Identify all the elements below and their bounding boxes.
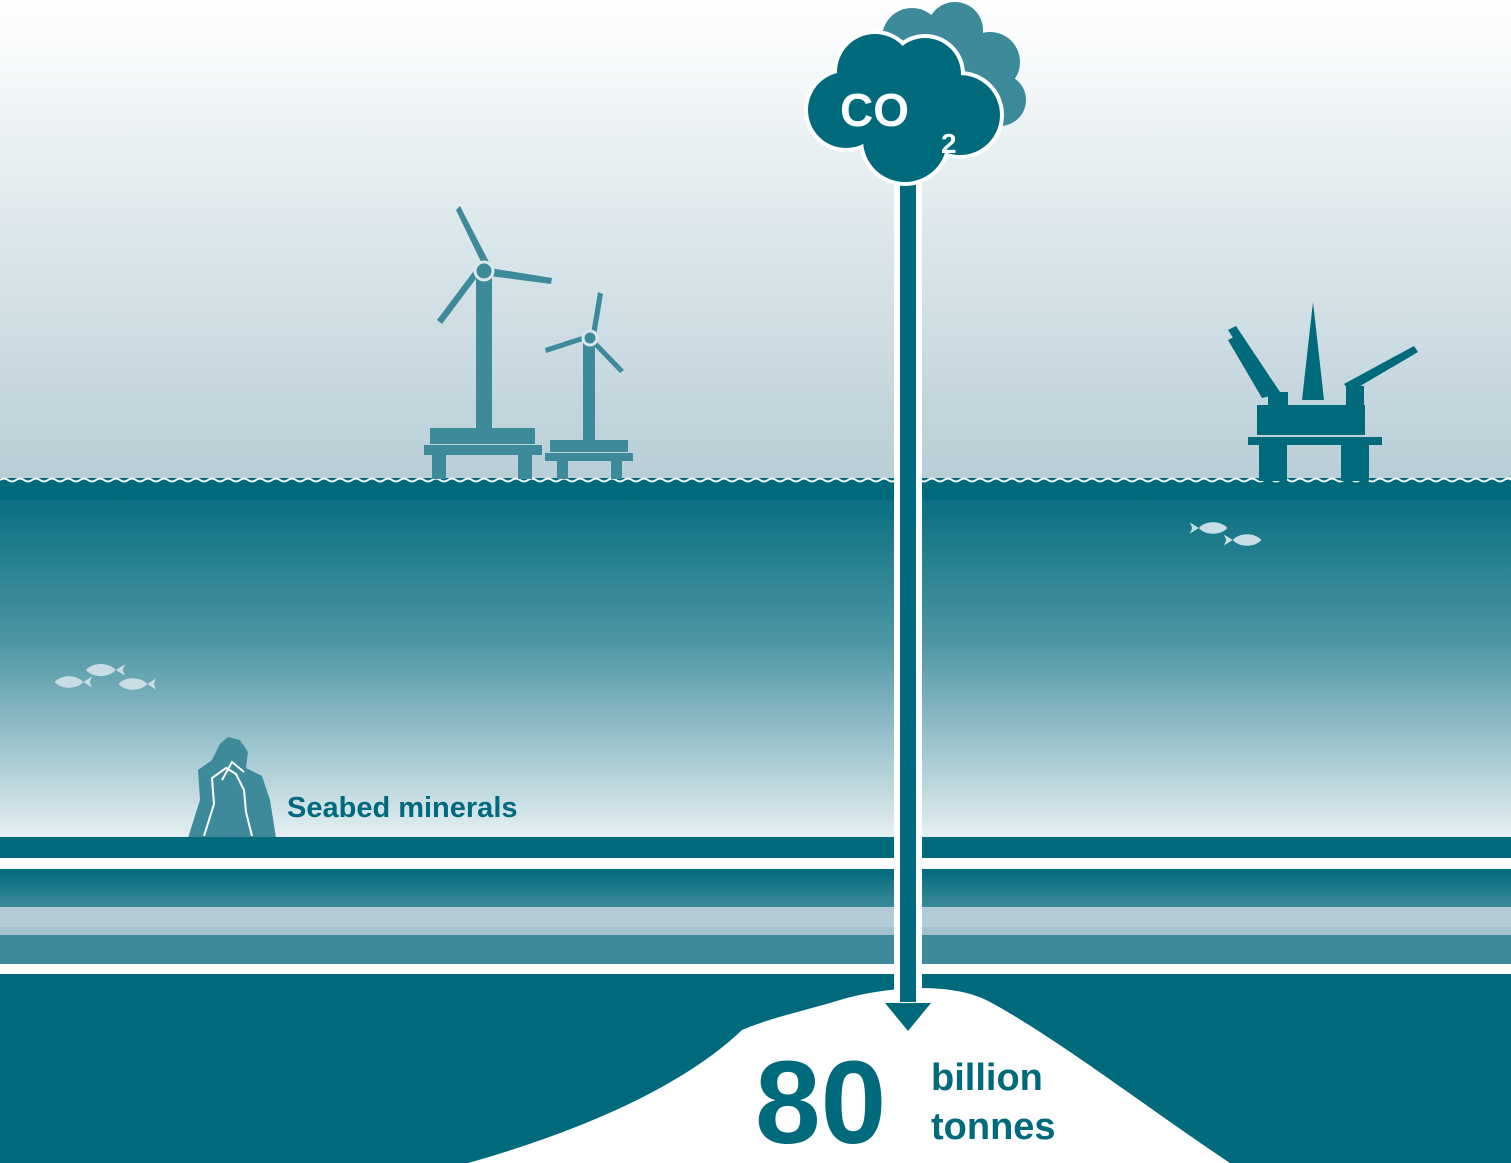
- wind-turbine-icon: [545, 292, 633, 479]
- storage-reservoir: [468, 988, 1230, 1163]
- storage-value: 80: [755, 1037, 886, 1163]
- oil-platform-icon: [1228, 302, 1418, 481]
- co2-cloud-icon: CO 2: [804, 2, 1026, 186]
- seabed-minerals-icon: [188, 737, 276, 838]
- sky: [0, 0, 1511, 480]
- storage-unit-line1: billion: [931, 1057, 1043, 1099]
- co2-subscript: 2: [941, 128, 957, 159]
- wind-turbine-icon: [424, 206, 552, 479]
- seabed-label: Seabed minerals: [287, 792, 518, 824]
- arrow-down-icon: [885, 180, 931, 1031]
- co2-text: CO: [840, 84, 909, 136]
- storage-unit-line2: tonnes: [931, 1106, 1056, 1148]
